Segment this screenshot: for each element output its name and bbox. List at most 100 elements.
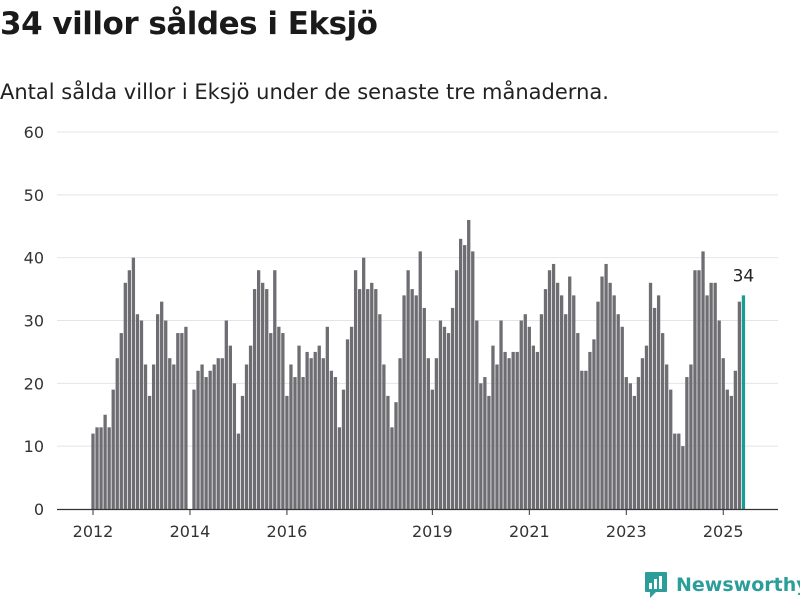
bar	[729, 395, 733, 509]
bar	[184, 326, 188, 509]
bar	[168, 358, 172, 509]
bar	[329, 370, 334, 509]
bar	[636, 377, 641, 509]
bar	[398, 358, 402, 509]
bar	[491, 345, 495, 509]
bar	[628, 383, 632, 509]
bar	[402, 295, 406, 509]
bar	[139, 320, 144, 509]
bar	[660, 333, 665, 509]
bar	[685, 377, 689, 509]
bar	[608, 282, 612, 509]
x-tick-label: 2021	[509, 522, 550, 541]
bar	[115, 358, 119, 509]
y-tick-label: 50	[24, 186, 44, 205]
x-tick-label: 2014	[170, 522, 211, 541]
y-tick-label: 30	[24, 312, 44, 331]
bar	[321, 358, 325, 509]
bar	[454, 270, 459, 509]
bar	[624, 377, 628, 509]
bar	[180, 333, 184, 509]
bar	[592, 339, 596, 509]
bar	[515, 351, 519, 509]
bar	[281, 333, 285, 509]
bar	[337, 427, 342, 509]
bar	[503, 351, 507, 509]
bar	[273, 270, 277, 509]
bar	[656, 295, 661, 509]
bar	[244, 364, 249, 509]
bar	[665, 364, 669, 509]
bar	[155, 314, 160, 509]
bar	[648, 282, 653, 509]
bar	[737, 301, 742, 509]
bar	[349, 326, 354, 509]
bar	[705, 295, 709, 509]
bar	[277, 326, 281, 509]
bar	[576, 333, 580, 509]
bar	[160, 301, 164, 509]
bar	[559, 295, 564, 509]
x-tick-label: 2019	[412, 522, 453, 541]
bar	[317, 345, 321, 509]
bar	[176, 333, 180, 509]
newsworthy-logo-icon	[645, 572, 667, 598]
bar	[568, 276, 572, 509]
bar	[378, 314, 382, 509]
bar	[95, 427, 99, 509]
bar	[531, 345, 536, 509]
x-tick-label: 2016	[267, 522, 308, 541]
bar	[733, 370, 738, 509]
bar	[681, 446, 685, 509]
x-tick-label: 2023	[606, 522, 647, 541]
bar	[196, 370, 200, 509]
bar	[717, 320, 721, 509]
bar	[353, 270, 358, 509]
x-tick-label: 2025	[703, 522, 744, 541]
bar	[487, 395, 491, 509]
bar	[446, 333, 451, 509]
bar	[479, 383, 483, 509]
bars	[91, 219, 746, 509]
bar	[107, 427, 111, 509]
bar	[297, 345, 301, 509]
y-tick-label: 40	[24, 249, 44, 268]
bar	[305, 351, 309, 509]
bar	[220, 358, 224, 509]
bar	[450, 307, 455, 509]
bar	[204, 377, 208, 509]
chart-subtitle: Antal sålda villor i Eksjö under de sena…	[0, 80, 609, 104]
bar	[471, 251, 475, 509]
bar	[701, 251, 705, 509]
bar	[458, 238, 463, 509]
bar	[325, 326, 329, 509]
bar	[673, 433, 677, 509]
bar	[725, 389, 729, 509]
bar	[236, 433, 241, 509]
bar	[135, 314, 140, 509]
brand-name: Newsworthy	[676, 574, 800, 596]
bar	[523, 314, 527, 509]
bar	[600, 276, 604, 509]
bar	[256, 270, 261, 509]
bar	[119, 333, 123, 509]
bar	[208, 370, 212, 509]
bar	[164, 320, 168, 509]
bar	[709, 282, 713, 509]
bar	[406, 270, 410, 509]
bar	[669, 389, 673, 509]
bar	[240, 395, 245, 509]
bar	[341, 389, 346, 509]
bar	[547, 270, 552, 509]
bar	[721, 358, 725, 509]
y-tick-label: 20	[24, 374, 44, 393]
bar	[143, 364, 148, 509]
bar	[612, 295, 616, 509]
bar	[689, 364, 693, 509]
bar	[111, 389, 115, 509]
bar	[555, 282, 560, 509]
bar	[438, 320, 443, 509]
bar	[551, 263, 556, 509]
y-tick-label: 10	[24, 437, 44, 456]
